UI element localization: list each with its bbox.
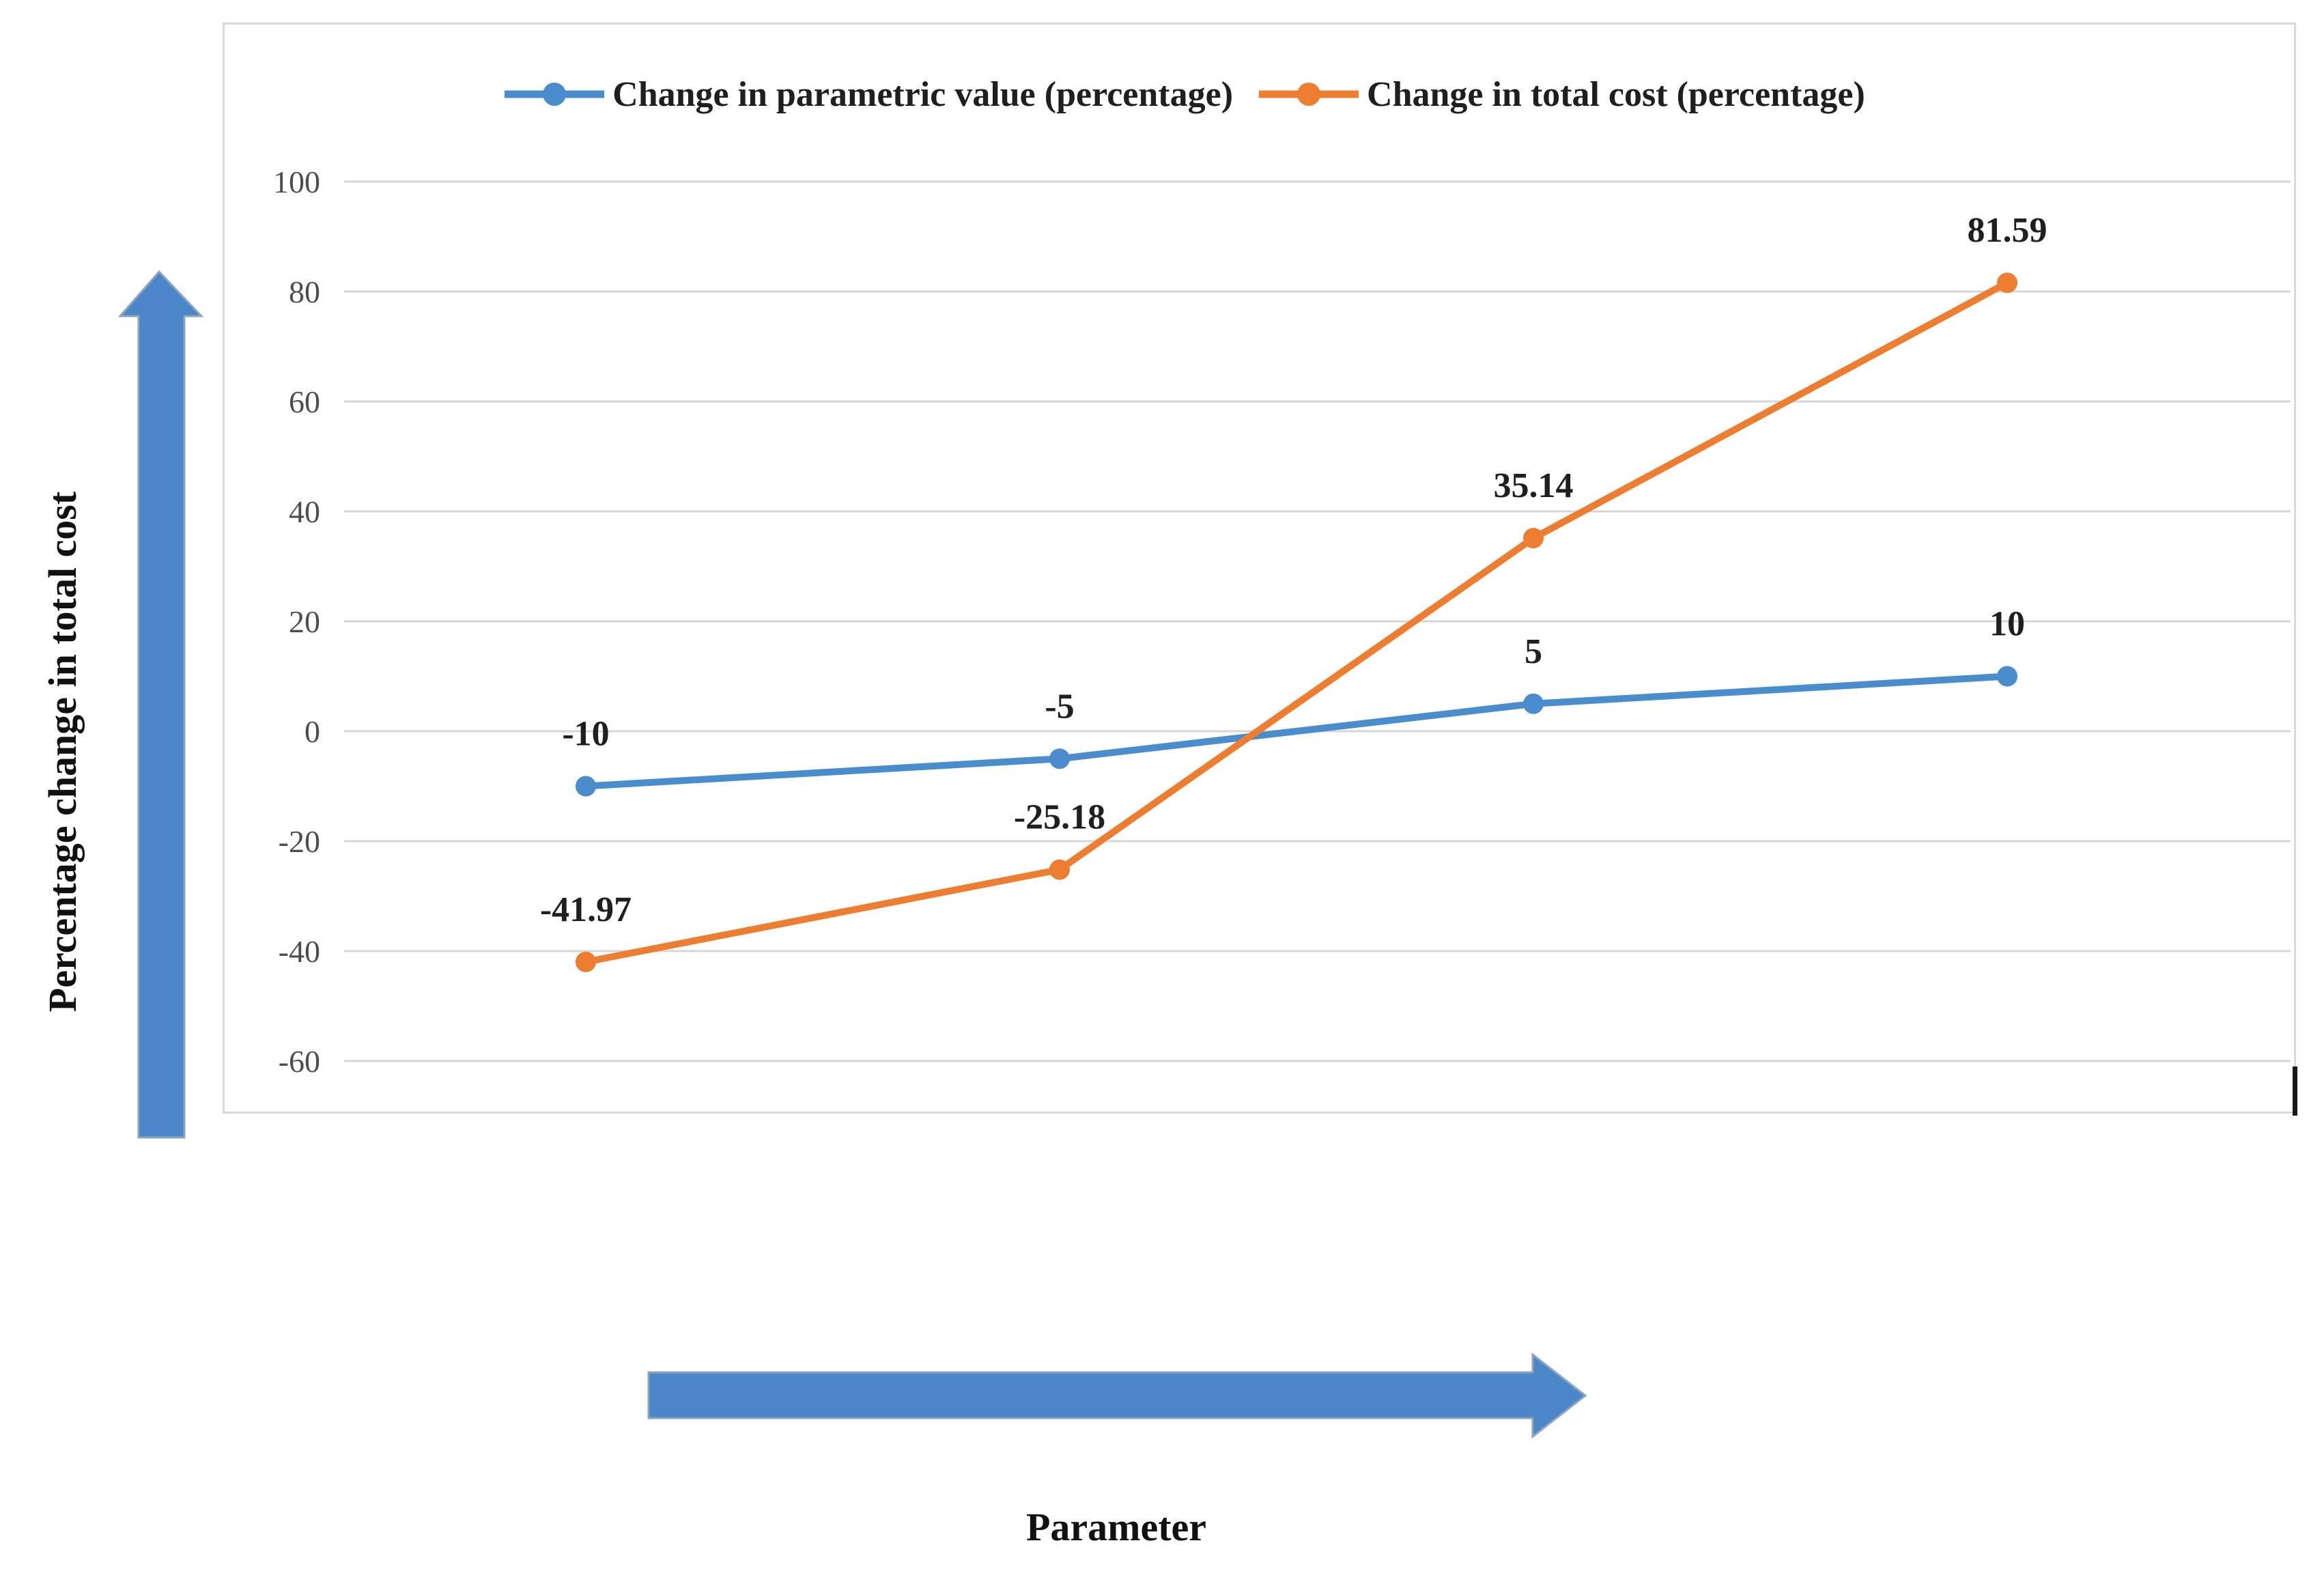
svg-text:0: 0: [304, 714, 320, 749]
up-arrow-shape: [117, 270, 204, 1139]
legend-label: Change in total cost (percentage): [1367, 74, 1865, 114]
svg-text:-40: -40: [279, 934, 320, 969]
legend-item-total-cost: Change in total cost (percentage): [1258, 74, 1865, 115]
legend-item-parametric-value: Change in parametric value (percentage): [503, 74, 1233, 115]
svg-text:80: 80: [289, 274, 320, 309]
svg-text:-5: -5: [1045, 687, 1074, 726]
svg-text:10: 10: [1989, 605, 2025, 644]
svg-text:-20: -20: [279, 824, 320, 859]
svg-text:-10: -10: [562, 715, 609, 754]
svg-text:5: 5: [1525, 632, 1542, 671]
right-arrow-shape: [647, 1352, 1587, 1439]
line-marker-icon: [505, 83, 605, 106]
legend: Change in parametric value (percentage) …: [225, 67, 2144, 122]
y-axis-title: Percentage change in total cost: [40, 491, 85, 1013]
svg-text:35.14: 35.14: [1494, 466, 1574, 505]
plot-area: 100 80 60 40 20 0 -20 -40 -60 -10 -5 5 10 -41.97 -25.1…: [273, 165, 2291, 1079]
svg-text:-41.97: -41.97: [540, 890, 632, 929]
svg-text:20: 20: [289, 604, 320, 639]
chart-frame: 100 80 60 40 20 0 -20 -40 -60 -10 -5 5 10 -41.97 -25.1…: [223, 23, 2296, 1114]
svg-text:40: 40: [289, 494, 320, 529]
svg-text:-25.18: -25.18: [1014, 798, 1105, 837]
svg-text:-60: -60: [279, 1044, 320, 1079]
legend-label: Change in parametric value (percentage): [612, 74, 1234, 114]
svg-text:81.59: 81.59: [1968, 211, 2047, 250]
line-marker-icon: [1259, 83, 1359, 106]
text-cursor-mark: [2293, 1066, 2297, 1116]
svg-text:100: 100: [273, 165, 320, 199]
x-axis-title: Parameter: [1025, 1504, 1207, 1549]
svg-text:60: 60: [289, 384, 320, 419]
